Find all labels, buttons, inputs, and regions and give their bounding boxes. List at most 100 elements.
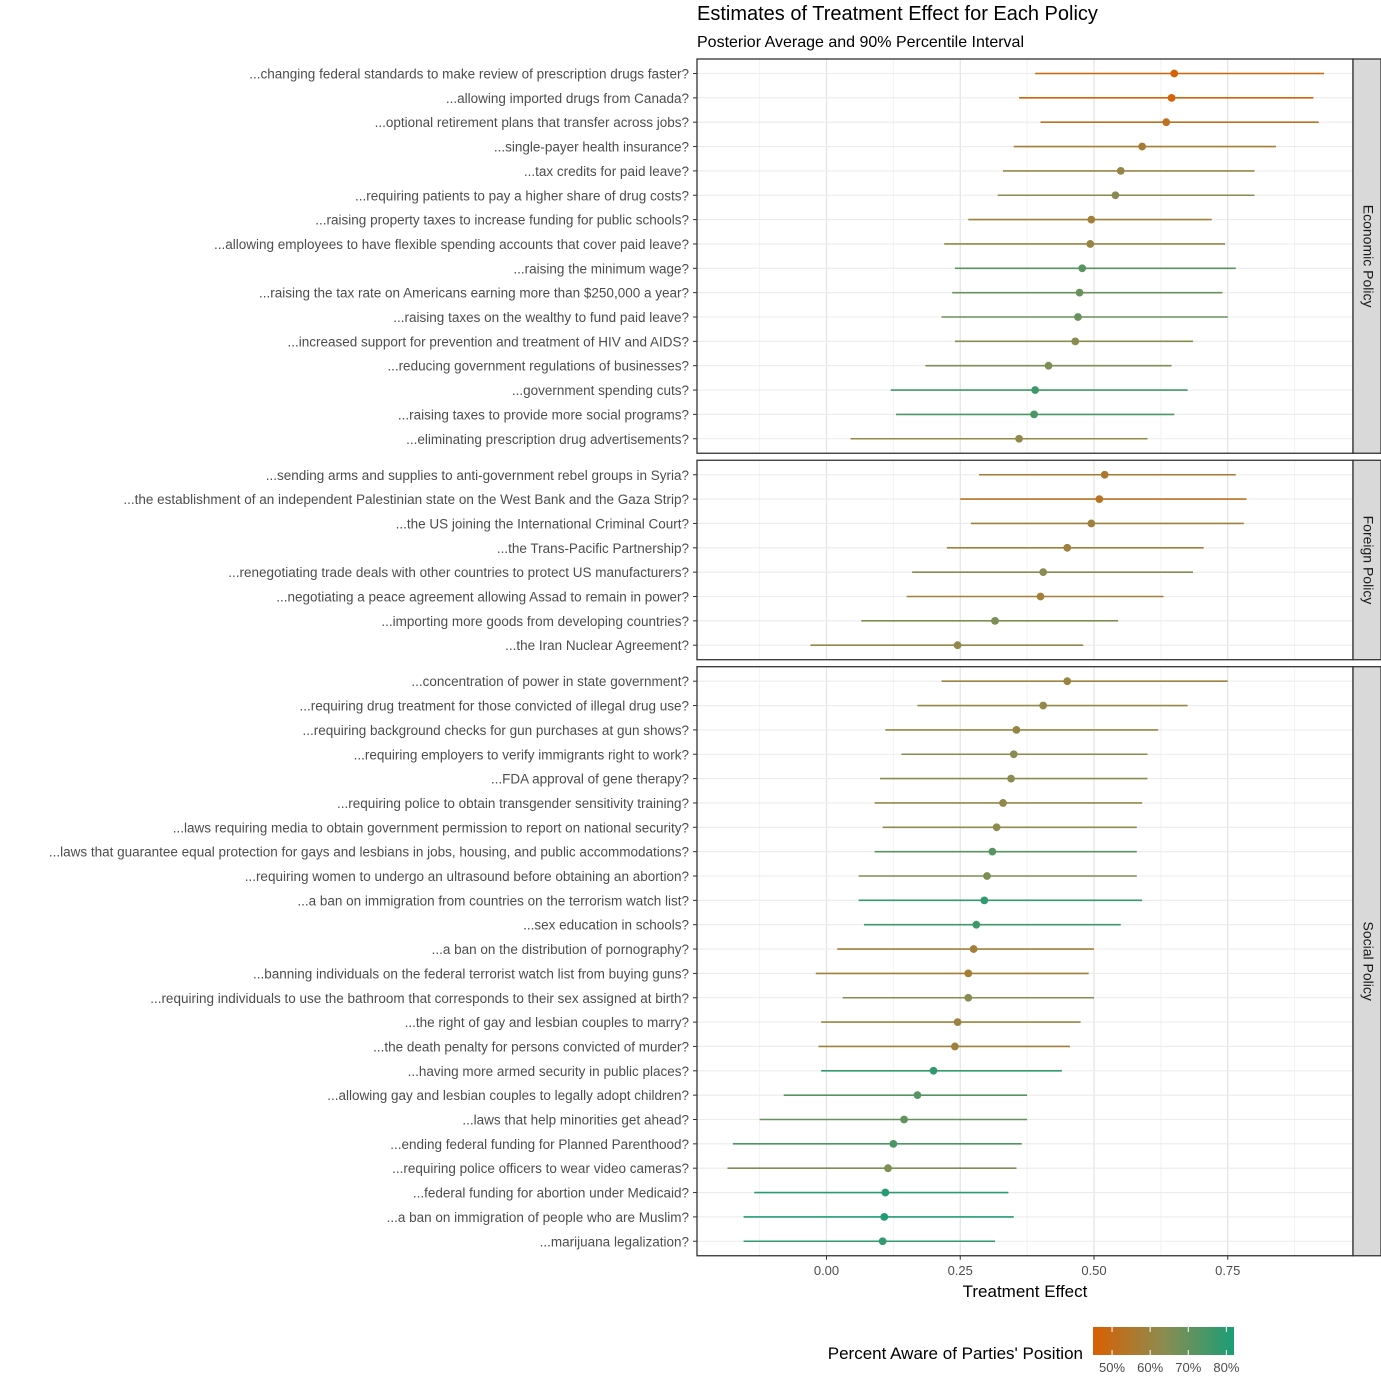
item-label: ...sex education in schools? (523, 918, 689, 933)
facet-strip-label: Economic Policy (1360, 205, 1376, 308)
mean-point (1138, 142, 1147, 151)
item-label: ...reducing government regulations of bu… (387, 359, 689, 374)
mean-point (1044, 361, 1053, 370)
mean-point (1075, 288, 1084, 297)
mean-point (951, 1042, 959, 1051)
legend-tick-label: 70% (1175, 1360, 1201, 1375)
item-label: ...requiring police to obtain transgende… (337, 796, 689, 811)
item-label: ...single-payer health insurance? (494, 140, 689, 155)
mean-point (999, 799, 1007, 807)
mean-point (913, 1091, 922, 1100)
item-label: ...allowing employees to have flexible s… (214, 237, 689, 252)
mean-point (1086, 240, 1095, 248)
mean-point (964, 993, 973, 1002)
item-label: ...raising the minimum wage? (513, 261, 689, 276)
item-label: ...the US joining the International Crim… (396, 516, 689, 531)
item-label: ...sending arms and supplies to anti-gov… (266, 468, 689, 483)
mean-point (972, 920, 981, 929)
mean-point (953, 641, 962, 650)
item-label: ...the Trans-Pacific Partnership? (497, 541, 689, 556)
item-label: ...FDA approval of gene therapy? (491, 772, 689, 787)
mean-point (1039, 568, 1048, 577)
mean-point (1012, 726, 1021, 734)
legend-colorbar (1093, 1327, 1234, 1355)
panel-economic-policy: ...changing federal standards to make re… (214, 58, 1381, 454)
x-axis: 0.00 0.25 0.50 0.75 (814, 1255, 1240, 1278)
facet-strip (1352, 58, 1381, 454)
mean-point (880, 1213, 889, 1221)
mean-point (1009, 750, 1018, 759)
item-label: ...laws requiring media to obtain govern… (173, 820, 689, 835)
chart-subtitle: Posterior Average and 90% Percentile Int… (697, 34, 1024, 51)
panel-background (697, 59, 1353, 454)
panel-background (697, 460, 1353, 660)
item-label: ...the death penalty for persons convict… (373, 1039, 689, 1054)
mean-point (1162, 118, 1171, 127)
facet-strip-label: Social Policy (1360, 922, 1376, 1001)
mean-point (1031, 386, 1040, 394)
mean-point (953, 1018, 962, 1026)
item-label: ...a ban on the distribution of pornogra… (432, 942, 689, 957)
item-label: ...laws that guarantee equal protection … (49, 845, 689, 860)
item-label: ...increased support for prevention and … (288, 334, 689, 349)
mean-point (889, 1139, 898, 1148)
item-label: ...renegotiating trade deals with other … (228, 565, 689, 580)
facet-strip (1352, 459, 1381, 661)
mean-point (900, 1115, 908, 1124)
mean-point (1071, 337, 1080, 346)
item-label: ...raising taxes on the wealthy to fund … (393, 310, 689, 325)
legend-tick-label: 80% (1213, 1360, 1239, 1375)
color-legend: Percent Aware of Parties' Position 50% 60… (828, 1327, 1240, 1375)
legend-tick-label: 50% (1099, 1360, 1125, 1375)
mean-point (1030, 410, 1038, 419)
facet-strip-label: Foreign Policy (1360, 516, 1376, 605)
mean-point (1100, 470, 1109, 479)
item-label: ...requiring individuals to use the bath… (150, 991, 689, 1006)
mean-point (969, 945, 978, 953)
mean-point (929, 1066, 938, 1075)
item-label: ...laws that help minorities get ahead? (462, 1113, 689, 1128)
item-label: ...requiring background checks for gun p… (303, 723, 689, 738)
item-label: ...importing more goods from developing … (381, 614, 689, 629)
mean-point (1170, 69, 1179, 78)
mean-point (1007, 774, 1015, 783)
mean-point (1063, 677, 1072, 686)
mean-point (980, 896, 989, 905)
mean-point (1078, 264, 1087, 273)
mean-point (964, 969, 973, 978)
item-label: ...concentration of power in state gover… (411, 674, 689, 689)
mean-point (1167, 93, 1176, 102)
item-label: ...requiring drug treatment for those co… (300, 699, 689, 714)
item-label: ...the Iran Nuclear Agreement? (505, 638, 689, 653)
item-label: ...raising taxes to provide more social … (398, 407, 689, 422)
item-label: ...requiring police officers to wear vid… (392, 1161, 689, 1176)
x-tick-label: 0.25 (948, 1263, 973, 1278)
mean-point (1095, 495, 1104, 503)
mean-point (992, 823, 1001, 832)
item-label: ...optional retirement plans that transf… (375, 115, 689, 130)
x-axis-label: Treatment Effect (963, 1282, 1088, 1301)
mean-point (988, 847, 997, 856)
item-label: ...a ban on immigration of people who ar… (387, 1210, 689, 1225)
panels: ...changing federal standards to make re… (49, 58, 1381, 1257)
mean-point (1087, 519, 1096, 528)
item-label: ...a ban on immigration from countries o… (297, 893, 689, 908)
x-tick-label: 0.75 (1215, 1263, 1240, 1278)
mean-point (1015, 434, 1023, 443)
item-label: ...the right of gay and lesbian couples … (405, 1015, 689, 1030)
item-label: ...government spending cuts? (512, 383, 689, 398)
item-label: ...changing federal standards to make re… (249, 67, 689, 82)
mean-point (1074, 313, 1082, 321)
mean-point (991, 616, 999, 625)
item-label: ...allowing gay and lesbian couples to l… (327, 1088, 689, 1103)
chart-title: Estimates of Treatment Effect for Each P… (697, 3, 1098, 25)
item-label: ...federal funding for abortion under Me… (413, 1186, 689, 1201)
mean-point (878, 1237, 887, 1246)
facet-strip (1352, 666, 1381, 1257)
panel-foreign-policy: ...sending arms and supplies to anti-gov… (123, 459, 1381, 661)
legend-tick-label: 60% (1137, 1360, 1163, 1375)
item-label: ...marijuana legalization? (540, 1234, 689, 1249)
item-label: ...requiring patients to pay a higher sh… (355, 188, 689, 203)
panel-background (697, 666, 1353, 1256)
